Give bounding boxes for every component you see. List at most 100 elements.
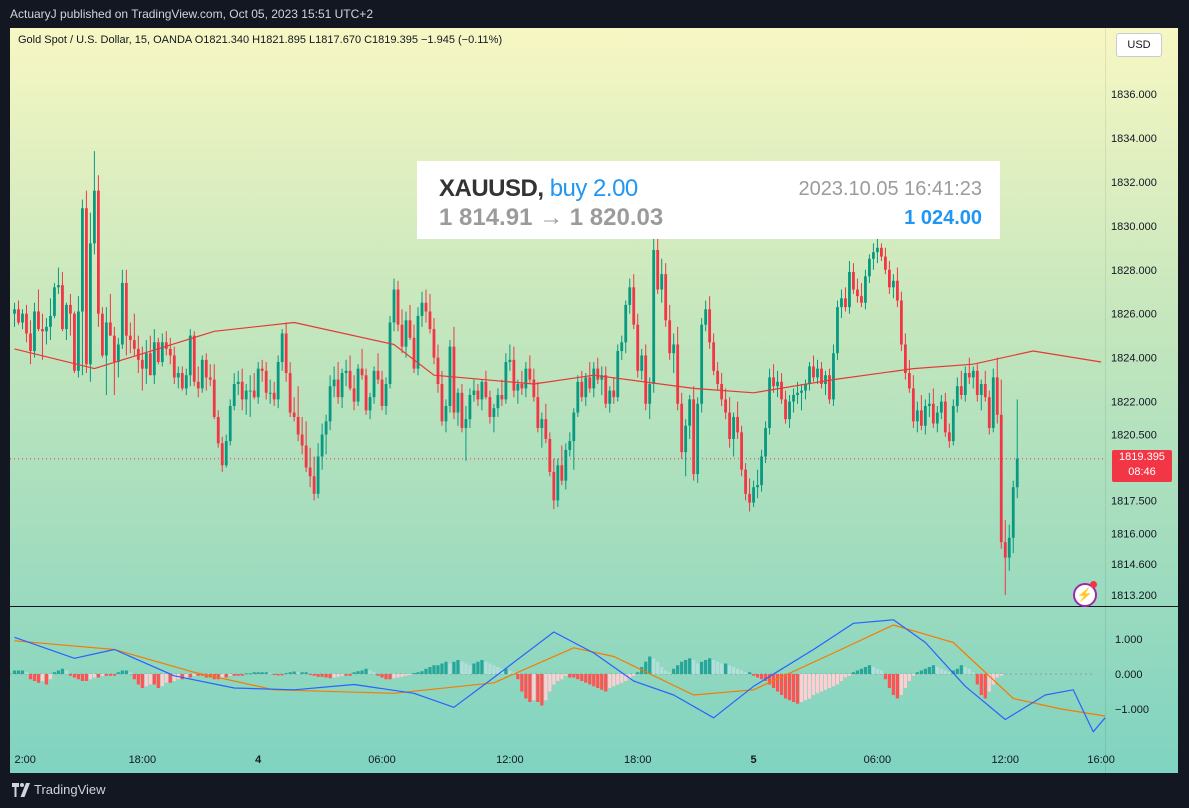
price-chart[interactable]: 1836.000 1834.000 1832.000 1830.000 1828.000…: [10, 28, 1178, 773]
histogram-bar: [891, 674, 895, 695]
candle: [328, 375, 332, 431]
macd-signal-line: [14, 624, 1106, 717]
candle: [572, 408, 576, 470]
histogram-bar: [436, 665, 440, 674]
candle: [967, 357, 971, 385]
histogram-bar: [775, 674, 780, 692]
candle-body: [632, 287, 636, 325]
currency-button[interactable]: USD: [1116, 33, 1162, 57]
candle: [120, 269, 124, 349]
candle: [911, 375, 915, 428]
candle-body: [420, 302, 424, 316]
histogram-bar: [164, 674, 168, 683]
candle-body: [947, 432, 951, 442]
candle: [220, 436, 224, 472]
candle-body: [716, 370, 720, 385]
candle: [919, 394, 923, 431]
histogram-bar: [404, 674, 408, 676]
candle-body: [840, 298, 843, 308]
histogram-bar: [424, 668, 428, 674]
histogram-bar: [859, 668, 864, 674]
histogram-bar: [979, 674, 983, 695]
last-price-tag: 1819.395 08:46: [1112, 450, 1172, 482]
candle: [628, 278, 632, 314]
candle: [81, 199, 84, 376]
candle-body: [911, 388, 915, 422]
histogram-bar: [124, 670, 128, 674]
histogram-bar: [32, 674, 37, 681]
candle: [660, 258, 664, 303]
candle: [959, 370, 963, 400]
candle-body: [832, 353, 835, 400]
candle-body: [360, 368, 364, 376]
candle-body: [232, 384, 236, 406]
histogram-bar: [520, 674, 524, 692]
candle: [608, 386, 612, 413]
candle-body: [776, 381, 779, 387]
candle: [400, 309, 404, 354]
price-tick-label: 1824.000: [1111, 353, 1157, 365]
price-tick-label: 1830.000: [1111, 221, 1157, 233]
candle-body: [436, 357, 440, 385]
tradingview-brand[interactable]: TradingView: [34, 782, 106, 797]
candle-body: [604, 375, 608, 404]
candle: [160, 333, 164, 367]
histogram-bar: [556, 674, 560, 681]
candle-body: [772, 377, 775, 387]
histogram-bar: [600, 674, 604, 690]
candle: [800, 384, 803, 411]
candle: [460, 384, 464, 433]
candle: [532, 368, 536, 402]
candle: [536, 381, 540, 433]
candle-body: [720, 384, 724, 400]
candle-body: [308, 467, 312, 477]
candle-body: [544, 419, 548, 439]
histogram-bar: [672, 668, 676, 674]
candle: [472, 379, 476, 402]
tradingview-logo-icon[interactable]: [12, 783, 30, 797]
histogram-bar: [919, 670, 923, 674]
histogram-bar: [875, 668, 880, 674]
histogram-bar: [304, 672, 308, 674]
candle-body: [500, 394, 504, 400]
candle-body: [284, 333, 288, 374]
candle-body: [736, 416, 739, 433]
candle-body: [140, 359, 144, 369]
histogram-bar: [408, 674, 412, 676]
candle: [380, 370, 384, 411]
candle: [216, 410, 220, 448]
candle-body: [336, 379, 340, 398]
candle: [836, 300, 839, 360]
candle-body: [452, 346, 456, 413]
candle-body: [61, 285, 64, 330]
candle-body: [644, 355, 648, 404]
candle-body: [919, 410, 923, 426]
candle-body: [648, 384, 652, 404]
candle-body: [955, 386, 959, 406]
histogram-bar: [560, 674, 564, 680]
candle-body: [880, 247, 883, 257]
histogram-bar: [791, 674, 796, 702]
candle: [240, 368, 244, 411]
histogram-bar: [440, 663, 444, 674]
candle-body: [1007, 537, 1011, 558]
histogram-bar: [140, 674, 144, 688]
candle-body: [208, 377, 212, 380]
lightning-icon[interactable]: ⚡: [1073, 583, 1097, 607]
histogram-bar: [831, 674, 836, 687]
candle-body: [724, 399, 728, 413]
candle-body: [796, 392, 799, 395]
histogram-bar: [704, 660, 708, 674]
histogram-bar: [356, 671, 360, 674]
candle: [760, 449, 763, 492]
candle-body: [927, 403, 931, 406]
histogram-bar: [444, 661, 448, 674]
histogram-bar: [544, 674, 548, 701]
candle-body: [907, 373, 911, 389]
chart-area[interactable]: 1836.000 1834.000 1832.000 1830.000 1828.000…: [10, 28, 1178, 773]
candle: [288, 362, 292, 417]
histogram-bar: [144, 674, 148, 687]
candle-body: [959, 386, 963, 395]
candle-body: [951, 405, 955, 442]
candle-body: [216, 416, 220, 444]
